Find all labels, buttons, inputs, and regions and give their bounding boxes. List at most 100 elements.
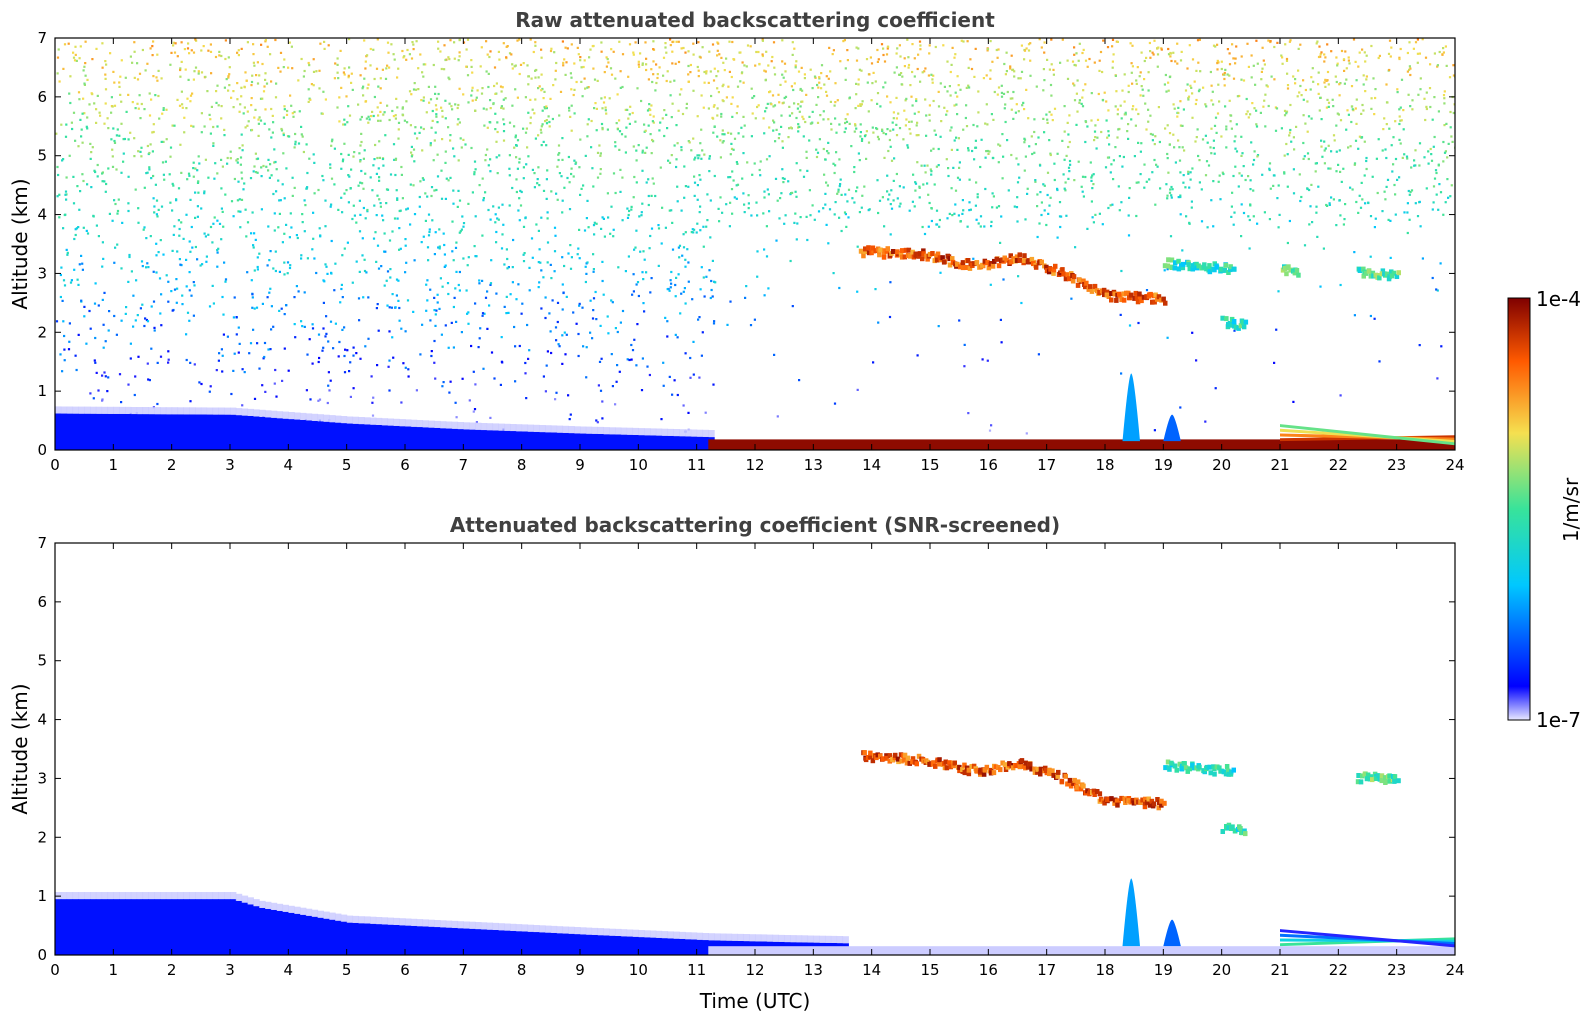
noise-pixel: [133, 137, 136, 140]
noise-pixel: [911, 43, 914, 46]
noise-pixel: [753, 95, 756, 98]
noise-pixel: [1327, 167, 1330, 170]
noise-pixel: [524, 131, 528, 134]
noise-pixel: [816, 151, 820, 154]
noise-pixel: [200, 112, 203, 115]
noise-pixel: [1048, 204, 1051, 207]
noise-pixel: [799, 105, 802, 108]
noise-pixel: [389, 276, 392, 279]
boundary-layer-fringe: [107, 406, 114, 414]
noise-pixel: [81, 141, 84, 144]
noise-pixel: [1065, 214, 1068, 217]
noise-pixel: [112, 127, 115, 130]
boundary-layer-fringe: [305, 413, 313, 421]
noise-pixel: [1064, 189, 1067, 192]
noise-pixel: [955, 136, 958, 139]
noise-pixel: [1337, 113, 1340, 116]
noise-pixel: [1330, 150, 1333, 153]
noise-pixel: [1023, 169, 1026, 172]
noise-pixel: [647, 203, 650, 207]
noise-pixel: [177, 187, 181, 190]
noise-pixel: [1205, 160, 1209, 163]
noise-pixel: [794, 212, 797, 215]
noise-pixel: [1339, 170, 1342, 173]
noise-pixel: [1440, 345, 1443, 348]
noise-pixel: [986, 359, 989, 362]
boundary-layer-fringe: [195, 407, 202, 415]
cloud-pixel: [1071, 274, 1077, 280]
noise-pixel: [413, 82, 416, 85]
noise-pixel: [1252, 163, 1255, 166]
noise-pixel: [1204, 420, 1207, 423]
noise-pixel: [1033, 118, 1036, 121]
noise-pixel: [915, 134, 918, 137]
noise-pixel: [311, 248, 314, 251]
noise-field: [55, 38, 1455, 449]
noise-pixel: [962, 209, 965, 212]
noise-pixel: [1407, 189, 1410, 193]
noise-pixel: [1061, 139, 1064, 142]
noise-pixel: [189, 94, 193, 97]
noise-pixel: [207, 233, 210, 236]
noise-pixel: [364, 100, 367, 103]
noise-pixel: [1403, 153, 1406, 156]
noise-pixel: [289, 94, 292, 97]
noise-pixel: [627, 117, 630, 120]
noise-pixel: [563, 331, 566, 334]
noise-pixel: [945, 158, 948, 161]
noise-pixel: [670, 282, 673, 285]
boundary-layer-fringe: [545, 425, 552, 433]
noise-pixel: [578, 304, 581, 307]
noise-pixel: [608, 97, 611, 100]
noise-pixel: [796, 222, 799, 225]
noise-pixel: [956, 95, 959, 98]
noise-pixel: [1264, 93, 1267, 96]
noise-pixel: [366, 87, 369, 90]
noise-pixel: [1234, 147, 1237, 150]
noise-pixel: [628, 43, 632, 46]
noise-pixel: [906, 146, 910, 149]
noise-pixel: [72, 56, 76, 59]
noise-pixel: [1198, 159, 1201, 162]
noise-pixel: [359, 118, 362, 121]
noise-pixel: [1398, 138, 1401, 141]
cloud-pixel: [1361, 266, 1366, 272]
noise-pixel: [710, 288, 713, 292]
noise-pixel: [1374, 96, 1377, 100]
noise-pixel: [606, 315, 609, 318]
noise-pixel: [1406, 51, 1409, 55]
noise-pixel: [1355, 122, 1358, 125]
noise-pixel: [343, 371, 347, 374]
noise-pixel: [795, 116, 798, 120]
cloud-pixel: [1238, 323, 1244, 329]
noise-pixel: [384, 134, 387, 137]
noise-pixel: [169, 155, 172, 158]
noise-pixel: [237, 49, 240, 52]
noise-pixel: [698, 154, 701, 157]
noise-pixel: [436, 175, 440, 178]
noise-pixel: [454, 246, 458, 249]
noise-pixel: [1189, 178, 1192, 181]
noise-pixel: [1411, 108, 1414, 111]
noise-pixel: [1298, 91, 1301, 94]
noise-pixel: [322, 327, 325, 330]
noise-pixel: [1428, 87, 1432, 90]
noise-pixel: [650, 152, 653, 155]
noise-pixel: [1349, 145, 1352, 148]
cloud-pixel: [1169, 265, 1175, 270]
heatmap-marks: [55, 38, 1455, 450]
noise-pixel: [503, 263, 506, 266]
noise-pixel: [1244, 178, 1247, 182]
noise-pixel: [813, 75, 817, 78]
noise-pixel: [377, 85, 380, 88]
cloud-pixel: [990, 263, 996, 269]
boundary-layer-fringe: [603, 427, 610, 435]
noise-pixel: [650, 277, 653, 280]
noise-pixel: [683, 196, 686, 199]
noise-pixel: [180, 171, 183, 174]
noise-pixel: [1029, 42, 1032, 45]
noise-pixel: [1023, 108, 1026, 111]
noise-pixel: [1315, 162, 1318, 165]
noise-pixel: [602, 101, 606, 104]
noise-pixel: [784, 214, 787, 217]
